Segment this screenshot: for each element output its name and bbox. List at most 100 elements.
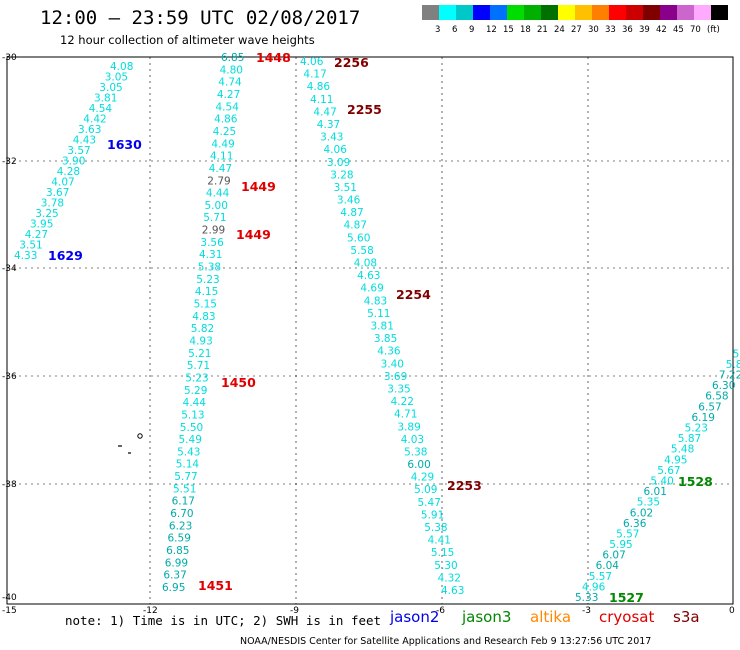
scale-label: 21 [537, 25, 548, 35]
swh-value: 5.30 [434, 560, 457, 572]
swh-value: 6.04 [596, 560, 620, 572]
pass-time-label: 1449 [241, 179, 276, 194]
lat-tick-label: -30 [2, 53, 17, 63]
swh-value: 5.51 [173, 483, 196, 495]
swh-value: 6.99 [165, 557, 188, 569]
pass-time-label: 1448 [256, 50, 291, 65]
swh-value: 4.11 [210, 151, 233, 163]
swh-value: 5.21 [188, 348, 211, 360]
pass-time-label: 1451 [198, 578, 233, 593]
swh-value: 3.69 [384, 371, 407, 383]
swh-value: 4.83 [364, 295, 387, 307]
swh-value: 5.60 [347, 232, 370, 244]
swh-value: 5.98 [733, 348, 740, 360]
swh-value: 4.28 [57, 166, 80, 178]
swh-value: 6.07 [602, 550, 625, 562]
swh-value: 4.07 [51, 177, 74, 189]
altimeter-tracks: 4.083.053.053.814.544.423.634.433.573.90… [14, 52, 740, 604]
swh-value: 6.85 [166, 545, 189, 557]
swh-value: 5.71 [187, 360, 210, 372]
swh-value: 6.30 [712, 380, 735, 392]
lat-tick-label: -38 [2, 480, 17, 490]
swh-value: 6.17 [172, 496, 195, 508]
pass-time-label: 1629 [48, 248, 83, 263]
swh-value: 5.50 [180, 422, 203, 434]
swh-value: 4.06 [300, 56, 324, 68]
swh-value: 4.36 [377, 346, 401, 358]
lon-tick-label: -12 [143, 606, 158, 616]
time-labels: 1448 1449 1449 1450 1451 2256 2255 2254 2253 1630… [48, 50, 713, 605]
swh-value: 6.85 [221, 52, 244, 64]
swh-value: 4.15 [195, 286, 218, 298]
scale-swatch [456, 5, 473, 20]
lat-tick-label: -36 [2, 372, 17, 382]
swh-value: 5.40 [650, 476, 673, 488]
scale-swatch [558, 5, 575, 20]
swh-value: 4.17 [303, 69, 326, 81]
credit-line: NOAA/NESDIS Center for Satellite Applica… [240, 636, 652, 647]
swh-value: 4.22 [391, 396, 414, 408]
legend-jason3: jason3 [462, 608, 512, 626]
swh-value: 5.14 [176, 459, 200, 471]
swh-value: 5.57 [616, 528, 639, 540]
lat-tick-label: -34 [2, 264, 17, 274]
swh-value: 3.89 [397, 421, 420, 433]
scale-swatch [609, 5, 626, 20]
swh-value: 5.57 [589, 571, 612, 583]
swh-value: 4.44 [206, 188, 230, 200]
swh-value: 5.38 [198, 262, 221, 274]
swh-value: 5.15 [194, 299, 217, 311]
swh-value: 3.43 [320, 132, 343, 144]
scale-label: 24 [554, 25, 565, 35]
swh-value: 5.91 [421, 509, 444, 521]
scale-swatch [422, 5, 439, 20]
scale-swatch [694, 5, 711, 20]
swh-value: 3.25 [35, 208, 58, 220]
swh-value: 4.11 [310, 94, 333, 106]
swh-value: 3.63 [78, 124, 101, 136]
swh-value: 3.78 [41, 198, 64, 210]
scale-label: 27 [571, 25, 582, 35]
swh-value: 4.80 [220, 64, 243, 76]
swh-value: 4.32 [438, 572, 461, 584]
scale-label: 9 [469, 25, 475, 35]
scale-swatch [541, 5, 558, 20]
scale-swatch [660, 5, 677, 20]
swh-value: 4.63 [357, 270, 380, 282]
pass-time-label: 1449 [236, 227, 271, 242]
swh-value: 5.13 [181, 409, 204, 421]
scale-label: 39 [639, 25, 650, 35]
swh-value: 5.23 [185, 373, 208, 385]
swh-value: 3.05 [105, 72, 128, 84]
swh-value: 4.71 [394, 409, 417, 421]
swh-value: 3.81 [94, 93, 117, 105]
swh-value: 6.00 [407, 459, 430, 471]
swh-value: 3.90 [62, 156, 85, 168]
swh-value: 4.95 [664, 454, 687, 466]
scale-swatch [575, 5, 592, 20]
swh-value: 5.11 [367, 308, 390, 320]
swh-value: 5.33 [575, 592, 598, 604]
swh-value: 4.33 [14, 250, 37, 262]
lon-tick-label: -6 [436, 606, 445, 616]
page-subtitle: 12 hour collection of altimeter wave hei… [60, 33, 315, 47]
swh-value: 3.67 [46, 187, 69, 199]
swh-value: 5.00 [205, 200, 228, 212]
swh-value: 4.54 [216, 101, 240, 113]
swh-value: 4.69 [360, 283, 383, 295]
swh-value: 3.35 [387, 384, 410, 396]
scale-label: (ft) [707, 25, 720, 35]
swh-value: 3.85 [374, 333, 397, 345]
swh-value: 4.41 [428, 535, 451, 547]
swh-value: 5.49 [179, 434, 202, 446]
lon-tick-label: -9 [290, 606, 299, 616]
swh-value: 6.23 [169, 520, 192, 532]
scale-label: 33 [605, 25, 616, 35]
swh-value: 5.87 [678, 433, 701, 445]
swh-value: 5.15 [431, 547, 454, 559]
lat-tick-label: -32 [2, 157, 17, 167]
swh-value: 6.01 [644, 486, 667, 498]
swh-value: 5.35 [637, 497, 660, 509]
pass-time-label: 1527 [609, 590, 644, 605]
